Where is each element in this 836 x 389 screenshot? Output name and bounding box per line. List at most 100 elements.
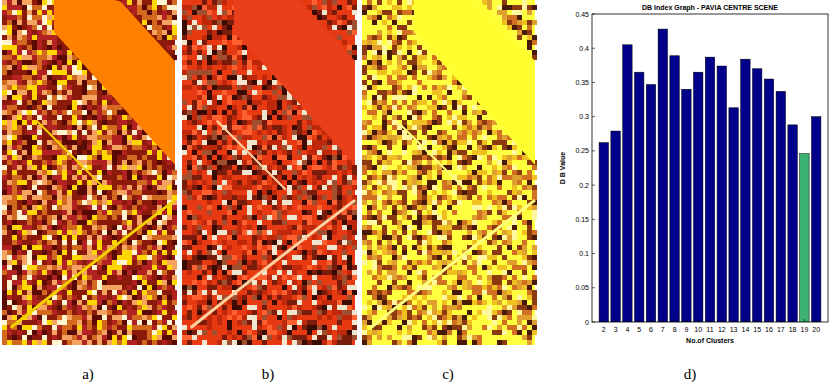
texture-cell — [32, 80, 37, 85]
texture-cell — [82, 255, 87, 260]
texture-cell — [17, 270, 22, 275]
texture-cell — [12, 40, 17, 45]
texture-cell — [182, 135, 187, 140]
texture-cell — [137, 215, 142, 220]
texture-cell — [227, 85, 232, 90]
texture-cell — [162, 335, 167, 340]
texture-cell — [17, 80, 22, 85]
texture-cell — [217, 30, 222, 35]
texture-cell — [12, 150, 17, 155]
texture-cell — [102, 155, 107, 160]
texture-cell — [347, 45, 352, 50]
texture-cell — [67, 65, 72, 70]
texture-cell — [62, 175, 67, 180]
texture-cell — [252, 100, 257, 105]
texture-cell — [32, 290, 37, 295]
texture-cell — [172, 225, 177, 230]
texture-cell — [157, 245, 162, 250]
texture-cell — [57, 250, 62, 255]
texture-cell — [82, 335, 87, 340]
texture-cell — [122, 160, 127, 165]
texture-cell — [187, 115, 192, 120]
texture-cell — [2, 115, 7, 120]
texture-cell — [27, 265, 32, 270]
texture-cell — [117, 275, 122, 280]
texture-cell — [142, 15, 147, 20]
texture-cell — [27, 5, 32, 10]
texture-cell — [87, 215, 92, 220]
texture-cell — [57, 320, 62, 325]
texture-cell — [122, 175, 127, 180]
texture-cell — [142, 170, 147, 175]
texture-cell — [7, 15, 12, 20]
texture-cell — [152, 195, 157, 200]
texture-cell — [122, 120, 127, 125]
texture-cell — [77, 325, 82, 330]
texture-cell — [7, 260, 12, 265]
texture-cell — [27, 230, 32, 235]
texture-cell — [27, 120, 32, 125]
texture-cell — [127, 260, 132, 265]
texture-cell — [132, 300, 137, 305]
texture-cell — [97, 285, 102, 290]
texture-cell — [132, 275, 137, 280]
texture-cell — [187, 20, 192, 25]
texture-cell — [117, 150, 122, 155]
texture-cell — [142, 290, 147, 295]
texture-cell — [52, 35, 57, 40]
texture-cell — [62, 205, 67, 210]
texture-cell — [262, 80, 267, 85]
texture-cell — [252, 90, 257, 95]
texture-cell — [182, 75, 187, 80]
texture-cell — [87, 205, 92, 210]
texture-cell — [147, 25, 152, 30]
texture-cell — [207, 145, 212, 150]
texture-cell — [42, 15, 47, 20]
texture-cell — [22, 325, 27, 330]
texture-cell — [277, 100, 282, 105]
texture-cell — [127, 5, 132, 10]
texture-cell — [142, 265, 147, 270]
texture-cell — [42, 70, 47, 75]
texture-cell — [122, 115, 127, 120]
texture-cell — [22, 95, 27, 100]
texture-cell — [172, 260, 177, 265]
texture-cell — [97, 300, 102, 305]
texture-cell — [42, 245, 47, 250]
texture-cell — [47, 35, 52, 40]
texture-cell — [157, 310, 162, 315]
texture-cell — [157, 170, 162, 175]
texture-cell — [327, 10, 332, 15]
texture-cell — [207, 135, 212, 140]
texture-cell — [2, 200, 7, 205]
texture-cell — [122, 130, 127, 135]
texture-cell — [57, 295, 62, 300]
texture-cell — [137, 325, 142, 330]
texture-cell — [227, 35, 232, 40]
texture-cell — [202, 5, 207, 10]
texture-cell — [197, 110, 202, 115]
texture-cell — [147, 325, 152, 330]
texture-cell — [122, 220, 127, 225]
texture-cell — [72, 140, 77, 145]
texture-cell — [312, 0, 317, 5]
texture-cell — [57, 280, 62, 285]
texture-cell — [212, 135, 217, 140]
texture-cell — [222, 10, 227, 15]
texture-cell — [197, 100, 202, 105]
texture-cell — [82, 130, 87, 135]
texture-cell — [7, 135, 12, 140]
texture-cell — [247, 115, 252, 120]
texture-cell — [132, 165, 137, 170]
texture-cell — [7, 280, 12, 285]
texture-cell — [87, 195, 92, 200]
texture-cell — [37, 25, 42, 30]
texture-cell — [47, 140, 52, 145]
texture-cell — [87, 180, 92, 185]
texture-cell — [17, 230, 22, 235]
texture-cell — [27, 0, 32, 5]
texture-cell — [17, 140, 22, 145]
texture-cell — [52, 325, 57, 330]
texture-cell — [122, 165, 127, 170]
texture-cell — [2, 125, 7, 130]
